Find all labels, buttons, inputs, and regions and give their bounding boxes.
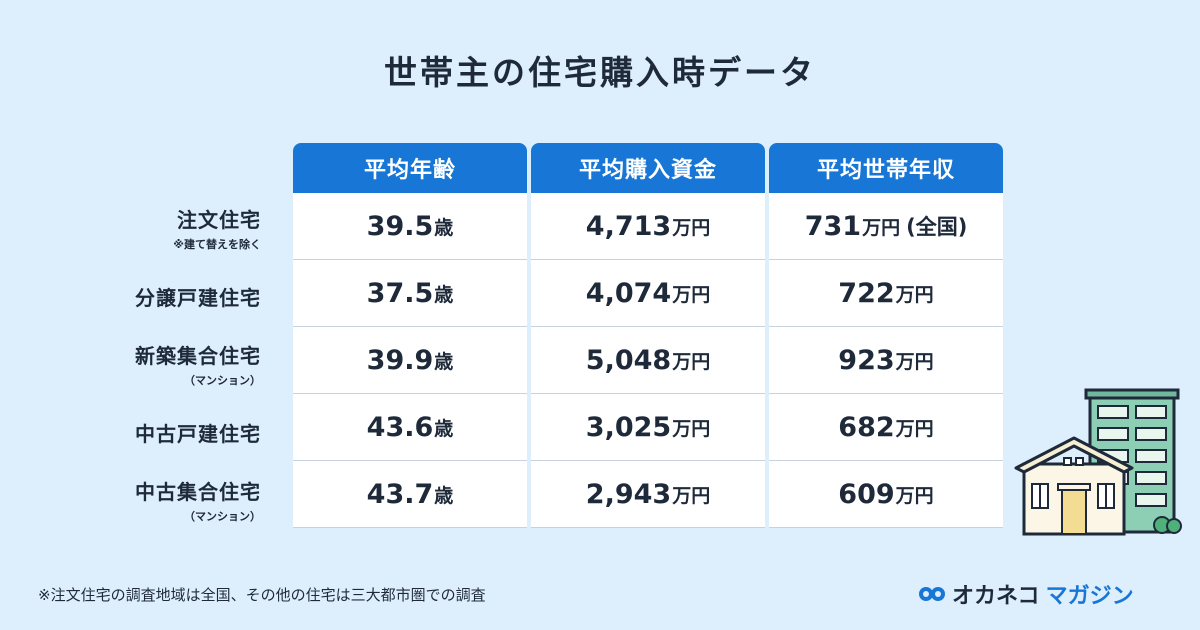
cell-value: 5,048 bbox=[585, 344, 672, 376]
cell-value: 3,025 bbox=[585, 411, 672, 443]
column-fund: 平均購入資金 4,713 万円 4,074 万円 5,048 万円 3,025 万円 2… bbox=[531, 143, 765, 528]
cell-unit: 万円 bbox=[862, 216, 901, 239]
cell-unit: 歳 bbox=[434, 283, 454, 306]
cell-value: 722 bbox=[838, 277, 895, 309]
cell-value: 43.6 bbox=[366, 411, 434, 443]
row-label-main: 新築集合住宅 bbox=[135, 344, 261, 368]
table-cell: 3,025 万円 bbox=[531, 394, 765, 461]
table-cell: 4,713 万円 bbox=[531, 193, 765, 260]
page-title: 世帯主の住宅購入時データ bbox=[384, 53, 816, 92]
cell-unit: 歳 bbox=[434, 484, 454, 507]
cell-unit: 歳 bbox=[434, 350, 454, 373]
cell-unit: 万円 bbox=[672, 417, 711, 440]
cell-unit: 万円 bbox=[672, 350, 711, 373]
table-cell: 43.7 歳 bbox=[293, 461, 527, 528]
brand-logo: オカネコ マガジン bbox=[918, 578, 1134, 610]
row-labels: 注文住宅 ※建て替えを除く 分譲戸建住宅 新築集合住宅 （マンション） 中古戸建… bbox=[60, 194, 265, 534]
table-cell: 39.5 歳 bbox=[293, 193, 527, 260]
column-header: 平均世帯年収 bbox=[769, 143, 1003, 193]
cell-note: (全国) bbox=[906, 215, 968, 239]
cell-value: 923 bbox=[838, 344, 895, 376]
house-and-apartment-icon bbox=[1014, 388, 1182, 536]
cell-value: 682 bbox=[838, 411, 895, 443]
column-header: 平均購入資金 bbox=[531, 143, 765, 193]
cell-value: 2,943 bbox=[585, 478, 672, 510]
cell-value: 39.5 bbox=[366, 210, 434, 242]
row-label-sub: （マンション） bbox=[184, 374, 261, 387]
table-cell: 39.9 歳 bbox=[293, 327, 527, 394]
cell-value: 4,074 bbox=[585, 277, 672, 309]
cat-face-icon bbox=[919, 587, 945, 601]
column-income: 平均世帯年収 731 万円 (全国) 722 万円 923 万円 682 万円 609 万円 bbox=[769, 143, 1003, 528]
row-label-sub: （マンション） bbox=[184, 510, 261, 523]
cell-value: 731 bbox=[804, 210, 862, 242]
table-cell: 731 万円 (全国) bbox=[769, 193, 1003, 260]
cell-unit: 万円 bbox=[895, 484, 934, 507]
row-label: 中古集合住宅 （マンション） bbox=[60, 466, 265, 534]
cell-unit: 万円 bbox=[895, 283, 934, 306]
table-cell: 682 万円 bbox=[769, 394, 1003, 461]
row-label-main: 中古戸建住宅 bbox=[135, 421, 261, 446]
row-label: 新築集合住宅 （マンション） bbox=[60, 330, 265, 398]
table-cell: 37.5 歳 bbox=[293, 260, 527, 327]
logo-text-accent: マガジン bbox=[1045, 584, 1134, 609]
cell-value: 4,713 bbox=[585, 210, 672, 242]
footnote: ※注文住宅の調査地域は全国、その他の住宅は三大都市圏での調査 bbox=[38, 586, 486, 604]
logo-text-main: オカネコ bbox=[952, 584, 1040, 609]
data-table: 平均年齢 39.5 歳 37.5 歳 39.9 歳 43.6 歳 43.7 歳 平均購入資… bbox=[293, 143, 1003, 528]
cell-value: 43.7 bbox=[366, 478, 434, 510]
cell-unit: 万円 bbox=[895, 350, 934, 373]
row-label: 分譲戸建住宅 bbox=[60, 262, 265, 330]
row-label-sub: ※建て替えを除く bbox=[173, 238, 261, 251]
table-cell: 2,943 万円 bbox=[531, 461, 765, 528]
cell-unit: 万円 bbox=[672, 216, 711, 239]
column-header: 平均年齢 bbox=[293, 143, 527, 193]
cell-unit: 万円 bbox=[672, 283, 711, 306]
row-label-main: 分譲戸建住宅 bbox=[135, 285, 261, 310]
cell-unit: 万円 bbox=[895, 417, 934, 440]
table-cell: 609 万円 bbox=[769, 461, 1003, 528]
row-label: 注文住宅 ※建て替えを除く bbox=[60, 194, 265, 262]
table-cell: 4,074 万円 bbox=[531, 260, 765, 327]
row-label-main: 注文住宅 bbox=[177, 208, 261, 232]
table-cell: 5,048 万円 bbox=[531, 327, 765, 394]
table-cell: 43.6 歳 bbox=[293, 394, 527, 461]
cell-value: 37.5 bbox=[366, 277, 434, 309]
table-cell: 722 万円 bbox=[769, 260, 1003, 327]
cell-unit: 万円 bbox=[672, 484, 711, 507]
row-label-main: 中古集合住宅 bbox=[135, 480, 261, 504]
cell-unit: 歳 bbox=[434, 417, 454, 440]
cell-unit: 歳 bbox=[434, 216, 454, 239]
cell-value: 39.9 bbox=[366, 344, 434, 376]
column-age: 平均年齢 39.5 歳 37.5 歳 39.9 歳 43.6 歳 43.7 歳 bbox=[293, 143, 527, 528]
row-label: 中古戸建住宅 bbox=[60, 398, 265, 466]
cell-value: 609 bbox=[838, 478, 895, 510]
table-cell: 923 万円 bbox=[769, 327, 1003, 394]
